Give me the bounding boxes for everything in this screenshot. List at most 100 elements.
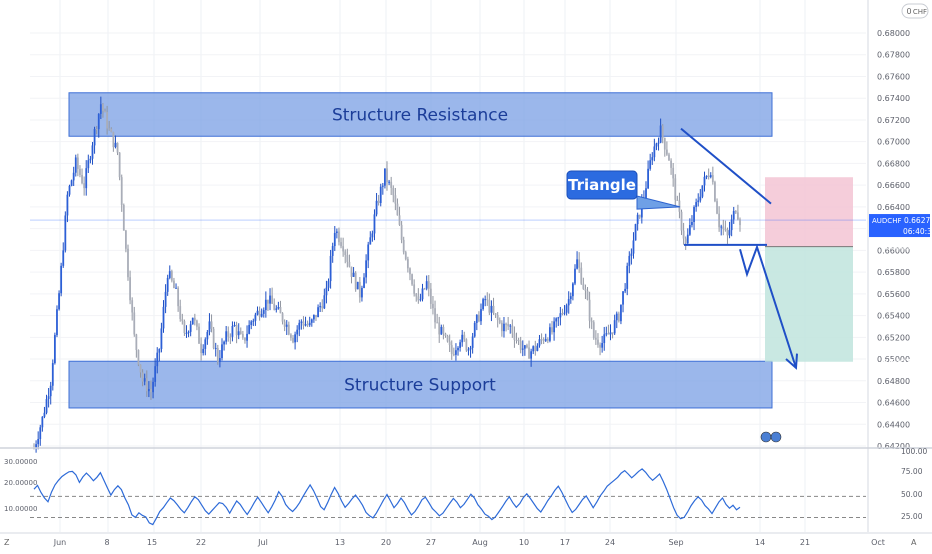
candle[interactable] <box>628 251 631 274</box>
candle[interactable] <box>306 320 309 328</box>
candle[interactable] <box>68 184 71 197</box>
candle[interactable] <box>187 330 190 338</box>
candle[interactable] <box>665 141 668 156</box>
candle[interactable] <box>392 185 395 203</box>
candle[interactable] <box>310 318 313 327</box>
candle[interactable] <box>461 329 464 347</box>
candle[interactable] <box>530 348 533 367</box>
candle[interactable] <box>398 206 401 226</box>
candle[interactable] <box>411 273 413 286</box>
candle[interactable] <box>214 342 217 357</box>
candle[interactable] <box>212 326 215 350</box>
candle[interactable] <box>81 168 83 185</box>
candle[interactable] <box>87 154 90 174</box>
candle[interactable] <box>281 312 284 325</box>
candle[interactable] <box>703 171 706 192</box>
candle[interactable] <box>544 333 547 343</box>
candle[interactable] <box>216 344 219 365</box>
candle[interactable] <box>434 300 436 329</box>
candle[interactable] <box>185 325 188 338</box>
candle[interactable] <box>720 224 723 236</box>
candle[interactable] <box>638 214 641 219</box>
candle[interactable] <box>613 314 616 335</box>
currency-selector[interactable] <box>901 3 929 19</box>
candle[interactable] <box>319 302 322 312</box>
candle[interactable] <box>275 305 278 313</box>
candle[interactable] <box>494 313 497 318</box>
candle[interactable] <box>448 334 451 353</box>
candle[interactable] <box>680 209 683 236</box>
candle[interactable] <box>342 237 345 257</box>
candle[interactable] <box>83 176 86 196</box>
candle[interactable] <box>85 160 88 196</box>
candle[interactable] <box>118 152 121 181</box>
candle[interactable] <box>269 288 271 311</box>
candle[interactable] <box>267 299 269 311</box>
candle[interactable] <box>91 141 94 165</box>
candle[interactable] <box>542 337 545 345</box>
candle[interactable] <box>162 300 165 333</box>
candle[interactable] <box>567 291 570 314</box>
candle[interactable] <box>254 312 257 326</box>
candle[interactable] <box>93 126 96 154</box>
candle[interactable] <box>264 291 267 318</box>
candle[interactable] <box>356 281 359 290</box>
candle[interactable] <box>375 193 378 217</box>
candle[interactable] <box>66 191 69 223</box>
candle[interactable] <box>367 241 370 269</box>
candle[interactable] <box>116 142 119 156</box>
candle[interactable] <box>559 306 562 326</box>
candle[interactable] <box>521 340 524 357</box>
candle[interactable] <box>39 424 42 446</box>
candle[interactable] <box>605 326 608 337</box>
candle[interactable] <box>108 120 111 131</box>
candle[interactable] <box>496 312 499 328</box>
candle[interactable] <box>196 319 198 331</box>
candle[interactable] <box>202 344 205 356</box>
time-axis[interactable]: Jun 8 15 22 Jul 13 20 27 Aug 10 17 24 Sep 14 21 Oct <box>0 532 932 547</box>
candle[interactable] <box>402 236 405 255</box>
candle[interactable] <box>361 285 363 302</box>
candle[interactable] <box>478 311 480 323</box>
candle[interactable] <box>179 299 182 322</box>
candle[interactable] <box>590 317 593 330</box>
candle[interactable] <box>64 211 67 253</box>
candle[interactable] <box>47 388 50 408</box>
candle[interactable] <box>592 320 595 340</box>
candle[interactable] <box>413 279 416 297</box>
candle[interactable] <box>388 179 390 186</box>
candle[interactable] <box>304 316 307 327</box>
candle[interactable] <box>734 210 737 215</box>
candle[interactable] <box>678 192 681 219</box>
candle[interactable] <box>300 319 303 330</box>
candle[interactable] <box>653 138 656 162</box>
candle[interactable] <box>381 182 384 195</box>
candle[interactable] <box>308 316 311 327</box>
candle[interactable] <box>471 332 474 354</box>
candle[interactable] <box>511 319 514 338</box>
candle[interactable] <box>386 161 388 191</box>
candle[interactable] <box>624 283 627 294</box>
candle[interactable] <box>229 333 232 344</box>
candle[interactable] <box>576 251 578 270</box>
candle[interactable] <box>714 180 716 203</box>
candle[interactable] <box>457 346 459 356</box>
candle[interactable] <box>99 96 102 120</box>
candle[interactable] <box>58 290 60 311</box>
candle[interactable] <box>705 175 708 180</box>
candle[interactable] <box>482 297 484 311</box>
candle[interactable] <box>647 160 649 190</box>
candle[interactable] <box>597 333 599 348</box>
candle[interactable] <box>517 337 520 346</box>
candle[interactable] <box>726 227 729 244</box>
candle[interactable] <box>651 152 654 165</box>
candle[interactable] <box>241 330 244 340</box>
candle[interactable] <box>565 303 568 316</box>
candle[interactable] <box>208 313 211 336</box>
candle[interactable] <box>365 254 368 284</box>
candle[interactable] <box>432 296 434 315</box>
candle[interactable] <box>51 359 54 391</box>
candle[interactable] <box>663 137 666 157</box>
candle[interactable] <box>626 262 629 296</box>
candle[interactable] <box>440 324 443 335</box>
